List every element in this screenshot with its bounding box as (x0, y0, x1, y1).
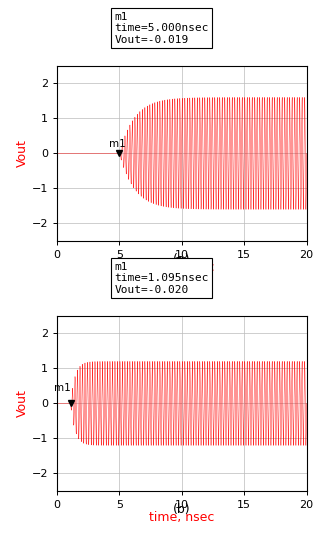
Text: m1
time=5.000nsec
Vout=-0.019: m1 time=5.000nsec Vout=-0.019 (114, 12, 209, 45)
Text: m1
time=1.095nsec
Vout=-0.020: m1 time=1.095nsec Vout=-0.020 (114, 262, 209, 295)
Text: m1: m1 (54, 383, 71, 393)
Text: m1: m1 (109, 139, 126, 149)
Y-axis label: Vout: Vout (15, 140, 28, 168)
Y-axis label: Vout: Vout (15, 389, 28, 417)
Text: (b): (b) (173, 503, 191, 516)
X-axis label: time, nsec: time, nsec (149, 262, 214, 274)
X-axis label: time, nsec: time, nsec (149, 511, 214, 524)
Text: (a): (a) (173, 253, 191, 266)
